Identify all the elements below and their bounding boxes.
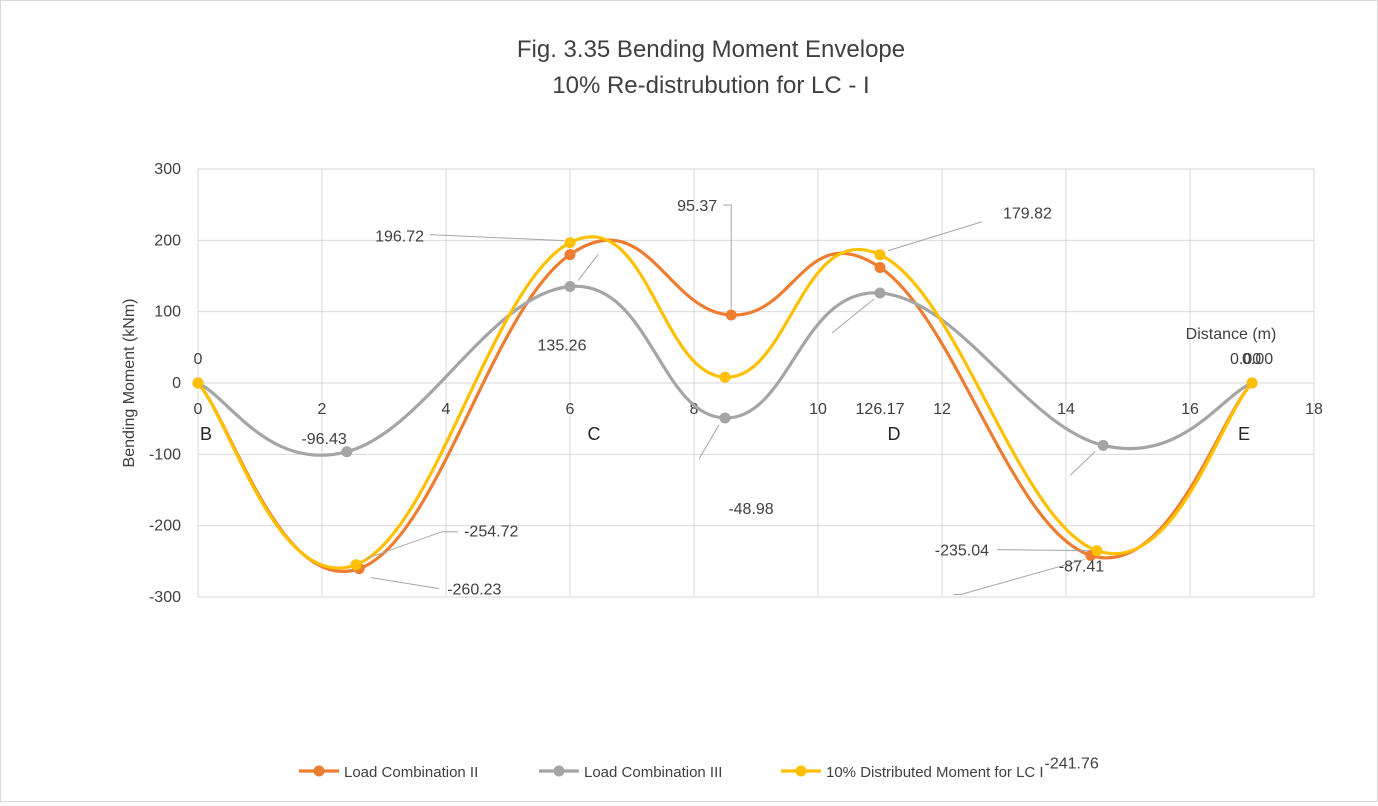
data-point	[350, 559, 362, 571]
data-label: 196.72	[375, 229, 424, 246]
x-tick-label: 16	[1181, 401, 1199, 418]
data-label: -241.76	[1045, 755, 1099, 772]
data-point	[192, 377, 204, 389]
chart-subtitle: 10% Re-distrubution for LC - I	[552, 72, 869, 99]
legend-label: Load Combination III	[584, 764, 722, 781]
data-point	[564, 249, 576, 261]
data-label: 126.17	[856, 401, 905, 418]
leader-line	[953, 558, 1085, 595]
legend-label: 10% Distributed Moment for LC I	[826, 764, 1044, 781]
y-axis-label: Bending Moment (kNm)	[121, 299, 138, 468]
legend-swatch-marker	[795, 765, 807, 777]
data-label-layer: 0 -260.23 95.37 -241.76 0.00 -96.43 135.26 -48.…	[194, 198, 1274, 772]
x-tick-label: 4	[442, 401, 451, 418]
grid-layer	[197, 168, 1315, 598]
leader-line	[996, 549, 1090, 552]
leader-line	[1069, 450, 1096, 476]
data-point	[564, 237, 576, 249]
support-layer: B C D E	[200, 424, 1250, 444]
data-label: -48.98	[728, 501, 773, 518]
y-tick-label: 200	[154, 232, 181, 249]
leader-line	[371, 577, 440, 590]
support-label: B	[200, 424, 212, 444]
series-line-2	[196, 235, 1254, 570]
data-label: 135.26	[538, 338, 587, 355]
x-tick-label: 0	[194, 401, 203, 418]
x-tick-label: 6	[566, 401, 575, 418]
y-tick-label: 0	[172, 375, 181, 392]
x-axis-label: Distance (m)	[1186, 326, 1277, 343]
data-label: -96.43	[301, 431, 346, 448]
data-label: -260.23	[447, 582, 501, 599]
data-point	[1091, 545, 1103, 557]
legend-swatch-marker	[313, 765, 325, 777]
data-point	[719, 412, 731, 424]
leader-line	[365, 531, 459, 560]
data-label: -87.41	[1059, 558, 1104, 575]
legend-swatch-marker	[553, 765, 565, 777]
x-tick-label: 12	[933, 401, 951, 418]
series-line-0	[196, 238, 1254, 573]
series-layer	[192, 235, 1258, 575]
data-label: 0	[194, 351, 203, 368]
x-tick-label: 14	[1057, 401, 1075, 418]
x-tick-label: 18	[1305, 401, 1323, 418]
data-point	[725, 309, 737, 321]
chart-title: Fig. 3.35 Bending Moment Envelope	[517, 36, 905, 63]
legend: Load Combination II Load Combination III 1…	[299, 764, 1044, 781]
x-tick-label: 2	[318, 401, 327, 418]
data-point	[874, 287, 886, 299]
data-label: -235.04	[935, 543, 989, 560]
support-label: D	[888, 424, 901, 444]
data-label: 0.00	[1230, 351, 1261, 368]
leader-line	[831, 298, 875, 334]
support-label: E	[1238, 424, 1250, 444]
legend-label: Load Combination II	[344, 764, 478, 781]
leader-line	[887, 221, 983, 252]
data-point	[719, 371, 731, 383]
data-point	[874, 261, 886, 273]
data-point	[1246, 377, 1258, 389]
data-point	[1097, 439, 1109, 451]
data-label: 0.00	[1242, 351, 1273, 368]
y-tick-label: 300	[154, 161, 181, 178]
leader-line	[723, 204, 732, 309]
data-point	[874, 249, 886, 261]
leader-line	[698, 424, 720, 460]
leader-line	[429, 234, 565, 242]
y-tick-label: -200	[149, 518, 181, 535]
data-point	[341, 446, 353, 458]
y-tick-label: -100	[149, 446, 181, 463]
x-tick-label: 10	[809, 401, 827, 418]
tick-layer: 300 200 100 0 -100 -200 -300 0 2 4 6 8 10 12 14 16 18	[149, 161, 1323, 606]
y-tick-label: -300	[149, 589, 181, 606]
data-label: 95.37	[677, 198, 717, 215]
support-label: C	[588, 424, 601, 444]
y-tick-label: 100	[154, 304, 181, 321]
data-label: 179.82	[1003, 206, 1052, 223]
data-label: -254.72	[464, 524, 518, 541]
x-tick-label: 8	[690, 401, 699, 418]
data-point	[564, 281, 576, 293]
leader-line	[577, 254, 599, 281]
